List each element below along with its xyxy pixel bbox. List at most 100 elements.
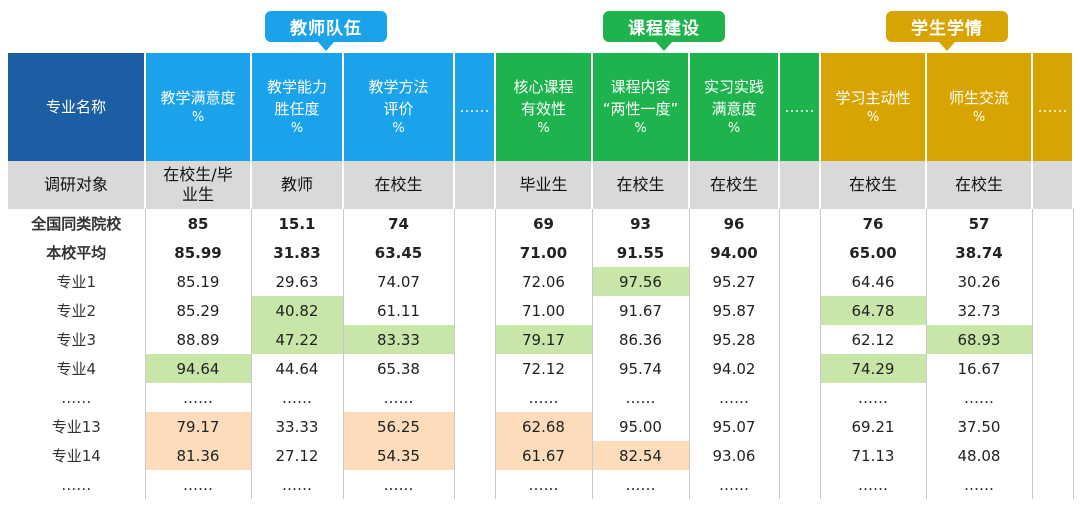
table-cell: 29.63	[251, 267, 344, 296]
table-cell: ……	[689, 470, 780, 499]
table-cell: 94.00	[689, 238, 780, 267]
header-major-name: 专业名称	[8, 53, 146, 161]
header-teaching-satisfaction: 教学满意度%	[145, 53, 252, 161]
table-cell: 68.93	[926, 325, 1033, 354]
table-cell: 95.00	[592, 412, 690, 441]
table-cell: 16.67	[926, 354, 1033, 383]
table-cell: 85.19	[145, 267, 252, 296]
table-cell: 88.89	[145, 325, 252, 354]
row-label: 专业13	[8, 412, 146, 441]
table-cell	[454, 267, 496, 296]
table-cell	[454, 441, 496, 470]
survey-target-row: 调研对象 在校生/毕业生 教师 在校生 毕业生 在校生 在校生 在校生 在校生	[8, 161, 1074, 209]
table-cell: 72.06	[495, 267, 593, 296]
table-cell	[454, 325, 496, 354]
table-cell: ……	[145, 383, 252, 412]
row-label: 专业1	[8, 267, 146, 296]
table-cell	[1032, 267, 1074, 296]
table-cell	[1032, 412, 1074, 441]
table-cell: 56.25	[343, 412, 455, 441]
row-label: 本校平均	[8, 238, 146, 267]
table-cell: 76	[820, 209, 927, 238]
table-cell: 32.73	[926, 296, 1033, 325]
table-cell	[1032, 354, 1074, 383]
table-cell	[1032, 325, 1074, 354]
row-label: 专业3	[8, 325, 146, 354]
table-cell: 64.46	[820, 267, 927, 296]
table-cell: 79.17	[495, 325, 593, 354]
table-cell: ……	[145, 470, 252, 499]
table-cell: 74	[343, 209, 455, 238]
table-cell: ……	[495, 470, 593, 499]
table-cell: 40.82	[251, 296, 344, 325]
table-cell: 85.29	[145, 296, 252, 325]
table-cell: 57	[926, 209, 1033, 238]
table-cell	[454, 296, 496, 325]
header-learning-initiative: 学习主动性%	[820, 53, 927, 161]
summary-row: 全国同类院校 85 15.1 74 69 93 96 76 57	[8, 209, 1074, 238]
table-cell: 62.68	[495, 412, 593, 441]
row-label: 全国同类院校	[8, 209, 146, 238]
group-label-courses: 课程建设	[603, 11, 725, 51]
row-label: ……	[8, 383, 146, 412]
survey-target-cell: 在校生	[689, 161, 780, 209]
table-cell	[1032, 209, 1074, 238]
table-cell	[1032, 238, 1074, 267]
table-cell: 86.36	[592, 325, 690, 354]
table-cell: 91.67	[592, 296, 690, 325]
table-cell	[779, 296, 821, 325]
survey-target-cell: 毕业生	[495, 161, 593, 209]
row-label: ……	[8, 470, 146, 499]
survey-target-cell: 在校生	[820, 161, 927, 209]
header-ellipsis-courses: ……	[779, 53, 821, 161]
table-cell	[454, 412, 496, 441]
table-cell: 72.12	[495, 354, 593, 383]
group-label-students: 学生学情	[886, 11, 1008, 51]
header-teaching-method: 教学方法 评价%	[343, 53, 455, 161]
table-cell: ……	[495, 383, 593, 412]
table-row: 专业14 81.36 27.12 54.35 61.67 82.54 93.06 71.13 4…	[8, 441, 1074, 470]
header-teacher-student-exchange: 师生交流%	[926, 53, 1033, 161]
header-internship: 实习实践 满意度%	[689, 53, 780, 161]
table-cell	[779, 267, 821, 296]
survey-target-cell: 在校生	[343, 161, 455, 209]
header-ellipsis-teachers: ……	[454, 53, 496, 161]
table-cell: 69	[495, 209, 593, 238]
table-cell: 95.27	[689, 267, 780, 296]
table-cell: 85.99	[145, 238, 252, 267]
table-cell: 63.45	[343, 238, 455, 267]
survey-target-cell: 教师	[251, 161, 344, 209]
table-cell: 83.33	[343, 325, 455, 354]
header-teaching-competence: 教学能力 胜任度%	[251, 53, 344, 161]
summary-row: 本校平均 85.99 31.83 63.45 71.00 91.55 94.00 65.00 3…	[8, 238, 1074, 267]
table-cell: 93.06	[689, 441, 780, 470]
table-cell: 31.83	[251, 238, 344, 267]
header-core-course: 核心课程 有效性%	[495, 53, 593, 161]
table-cell: 33.33	[251, 412, 344, 441]
survey-target-cell: 在校生/毕业生	[145, 161, 252, 209]
table-cell: 37.50	[926, 412, 1033, 441]
table-cell: 61.11	[343, 296, 455, 325]
survey-target-cell: 在校生	[926, 161, 1033, 209]
table-cell: 65.00	[820, 238, 927, 267]
table-cell	[454, 354, 496, 383]
table-cell: 27.12	[251, 441, 344, 470]
table-cell: 94.64	[145, 354, 252, 383]
survey-target-cell	[1032, 161, 1074, 209]
table-row: 专业1 85.19 29.63 74.07 72.06 97.56 95.27 64.46 30…	[8, 267, 1074, 296]
table-cell: 95.87	[689, 296, 780, 325]
table-cell: 44.64	[251, 354, 344, 383]
table-cell: 71.00	[495, 238, 593, 267]
survey-target-label: 调研对象	[8, 161, 146, 209]
table-cell: 62.12	[820, 325, 927, 354]
table-cell	[779, 383, 821, 412]
table-cell	[454, 209, 496, 238]
table-cell: 95.07	[689, 412, 780, 441]
table-cell	[454, 238, 496, 267]
row-label: 专业4	[8, 354, 146, 383]
table-cell	[454, 470, 496, 499]
table-cell: 95.28	[689, 325, 780, 354]
survey-target-cell: 在校生	[592, 161, 690, 209]
table-cell: ……	[926, 470, 1033, 499]
survey-target-cell	[454, 161, 496, 209]
